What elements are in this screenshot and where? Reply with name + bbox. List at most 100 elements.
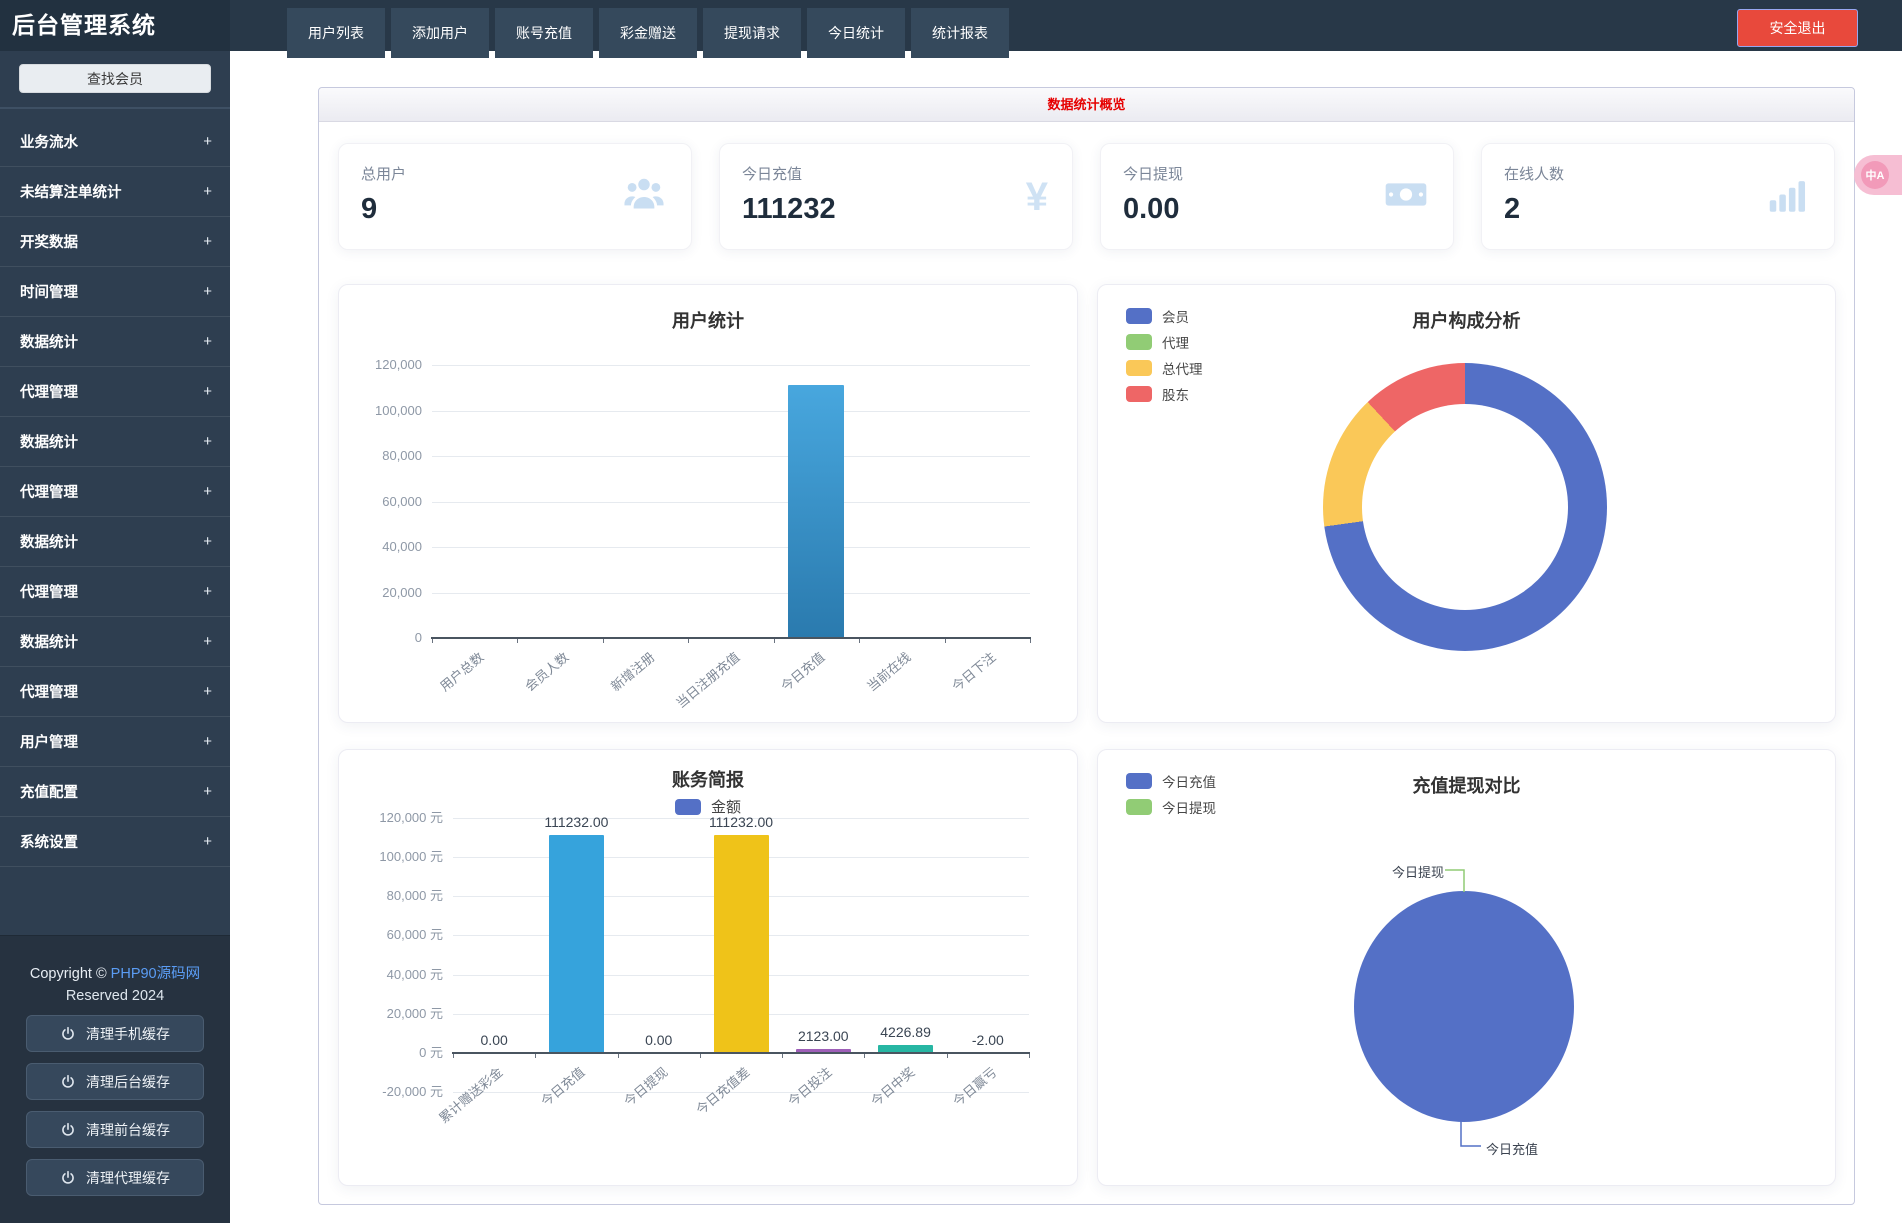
x-axis-tick	[1029, 1053, 1030, 1058]
search-wrap: 查找会员	[0, 51, 230, 107]
sidebar-menu-item[interactable]: 代理管理 +	[0, 667, 230, 717]
sidebar: 查找会员 业务流水 + 未结算注单统计 + 开奖数据 + 时间管理 + 数据统计 + 代理管理 + 数据…	[0, 51, 230, 1223]
sidebar-menu-label: 充值配置	[20, 785, 78, 801]
nav-tab[interactable]: 账号充值	[495, 8, 593, 58]
bar-value-label: 4226.89	[880, 1023, 931, 1040]
legend-item[interactable]: 会员	[1126, 303, 1203, 329]
cache-button-label: 清理代理缓存	[86, 1169, 170, 1186]
sidebar-menu-item[interactable]: 代理管理 +	[0, 567, 230, 617]
plus-icon: +	[203, 783, 212, 800]
chart-legend: 会员代理 总代理股东	[1126, 303, 1203, 407]
x-axis-tick	[699, 1053, 701, 1058]
sidebar-menu-item[interactable]: 代理管理 +	[0, 467, 230, 517]
chart-user-stats: 用户统计 120,000 100,000 80,000 60,000 40,000 20,…	[338, 284, 1078, 723]
power-icon	[62, 1074, 74, 1088]
nav-tab[interactable]: 今日统计	[807, 8, 905, 58]
copyright-link[interactable]: PHP90源码网	[110, 966, 201, 982]
chart-recharge-withdraw-compare: 充值提现对比 今日充值 今日提现 今日提现 今日充值	[1097, 749, 1836, 1186]
cache-button[interactable]: 清理前台缓存	[26, 1111, 204, 1148]
bar	[788, 384, 845, 638]
donut-hole	[1362, 404, 1568, 610]
legend-item[interactable]: 今日充值	[1126, 768, 1216, 794]
plus-icon: +	[203, 283, 212, 300]
grid-line	[453, 817, 1029, 819]
x-axis-tick	[602, 638, 604, 643]
legend-item[interactable]: 总代理	[1126, 355, 1203, 381]
stats-panel: 数据统计概览 总用户 9 今日充值 111232 ¥ 今日提现 0.00	[318, 87, 1855, 1205]
sidebar-menu-label: 用户管理	[20, 735, 78, 751]
x-axis-category-label: 今日投注	[785, 1064, 835, 1110]
stat-label: 今日充值	[742, 166, 803, 183]
sidebar-menu-label: 数据统计	[20, 535, 78, 551]
sidebar-menu-item[interactable]: 未结算注单统计 +	[0, 167, 230, 217]
sidebar-menu-label: 业务流水	[20, 135, 78, 151]
stat-value: 111232	[742, 193, 836, 225]
legend-item[interactable]: 今日提现	[1126, 794, 1216, 820]
nav-tab[interactable]: 用户列表	[287, 8, 385, 58]
translate-widget-button[interactable]: 中A	[1854, 155, 1902, 195]
legend-swatch	[1126, 386, 1152, 402]
plus-icon: +	[203, 533, 212, 550]
sidebar-menu-item[interactable]: 系统设置 +	[0, 817, 230, 867]
plus-icon: +	[203, 583, 212, 600]
y-axis-tick-label: 60,000	[382, 493, 422, 509]
chart-legend: 金额	[339, 796, 1077, 817]
search-member-button[interactable]: 查找会员	[19, 64, 211, 93]
x-axis-tick	[773, 638, 775, 643]
sidebar-divider	[0, 107, 230, 109]
legend-item[interactable]: 代理	[1126, 329, 1203, 355]
y-axis-tick-label: 40,000	[382, 539, 422, 554]
sidebar-menu-item[interactable]: 数据统计 +	[0, 517, 230, 567]
nav-tab[interactable]: 统计报表	[911, 8, 1009, 58]
x-axis-line	[452, 1052, 1030, 1054]
bar-value-label: 111232.00	[708, 813, 774, 830]
stat-card-today-recharge: 今日充值 111232 ¥	[719, 143, 1073, 250]
sidebar-menu-item[interactable]: 数据统计 +	[0, 317, 230, 367]
cache-button[interactable]: 清理手机缓存	[26, 1015, 204, 1052]
x-axis-tick	[864, 1053, 866, 1058]
legend-swatch	[1126, 773, 1152, 789]
legend-item[interactable]: 股东	[1126, 381, 1203, 407]
grid-line	[432, 547, 1030, 548]
sidebar-menu-label: 数据统计	[20, 635, 78, 651]
x-axis-category-label: 当日注册充值	[673, 649, 743, 711]
sidebar-menu-label: 开奖数据	[20, 235, 78, 251]
sidebar-menu-item[interactable]: 代理管理 +	[0, 367, 230, 417]
logout-button[interactable]: 安全退出	[1737, 9, 1858, 47]
legend-label: 今日提现	[1162, 801, 1216, 816]
sidebar-menu-label: 代理管理	[20, 485, 78, 501]
copyright-reserved: Reserved 2024	[65, 988, 165, 1004]
sidebar-menu-item[interactable]: 时间管理 +	[0, 267, 230, 317]
legend-label: 会员	[1162, 310, 1189, 325]
sidebar-menu-item[interactable]: 用户管理 +	[0, 717, 230, 767]
app-title: 后台管理系统	[0, 0, 230, 51]
nav-tab[interactable]: 提现请求	[703, 8, 801, 58]
x-axis-tick	[859, 638, 861, 643]
chart-title: 用户统计	[672, 311, 744, 331]
cache-button-label: 清理后台缓存	[86, 1073, 170, 1090]
x-axis-category-label: 新增注册	[607, 649, 658, 695]
nav-tab[interactable]: 添加用户	[391, 8, 489, 58]
sidebar-menu-item[interactable]: 充值配置 +	[0, 767, 230, 817]
y-axis-tick-label: 100,000	[375, 402, 422, 418]
legend-label: 股东	[1162, 388, 1189, 403]
y-axis-tick-label: 40,000 元	[386, 966, 443, 982]
stat-value: 0.00	[1123, 193, 1180, 225]
bar	[713, 834, 769, 1053]
chart-finance-brief: 账务简报 120,000 元 100,000 元 80,000 元 60,000 元 4…	[338, 749, 1078, 1186]
x-axis-category-label: 用户总数	[436, 649, 487, 695]
sidebar-menu-item[interactable]: 业务流水 +	[0, 117, 230, 167]
cache-button[interactable]: 清理后台缓存	[26, 1063, 204, 1100]
sidebar-menu-item[interactable]: 开奖数据 +	[0, 217, 230, 267]
cache-button[interactable]: 清理代理缓存	[26, 1159, 204, 1196]
bar-value-label: 0.00	[645, 1032, 673, 1048]
stat-label: 今日提现	[1123, 166, 1184, 183]
grid-line	[432, 410, 1030, 412]
sidebar-menu-item[interactable]: 数据统计 +	[0, 417, 230, 467]
nav-tab[interactable]: 彩金赠送	[599, 8, 697, 58]
stat-card-today-withdraw: 今日提现 0.00	[1100, 143, 1454, 250]
plus-icon: +	[203, 833, 212, 850]
sidebar-menu-item[interactable]: 数据统计 +	[0, 617, 230, 667]
banknote-icon	[1383, 171, 1429, 222]
power-icon	[62, 1170, 74, 1184]
